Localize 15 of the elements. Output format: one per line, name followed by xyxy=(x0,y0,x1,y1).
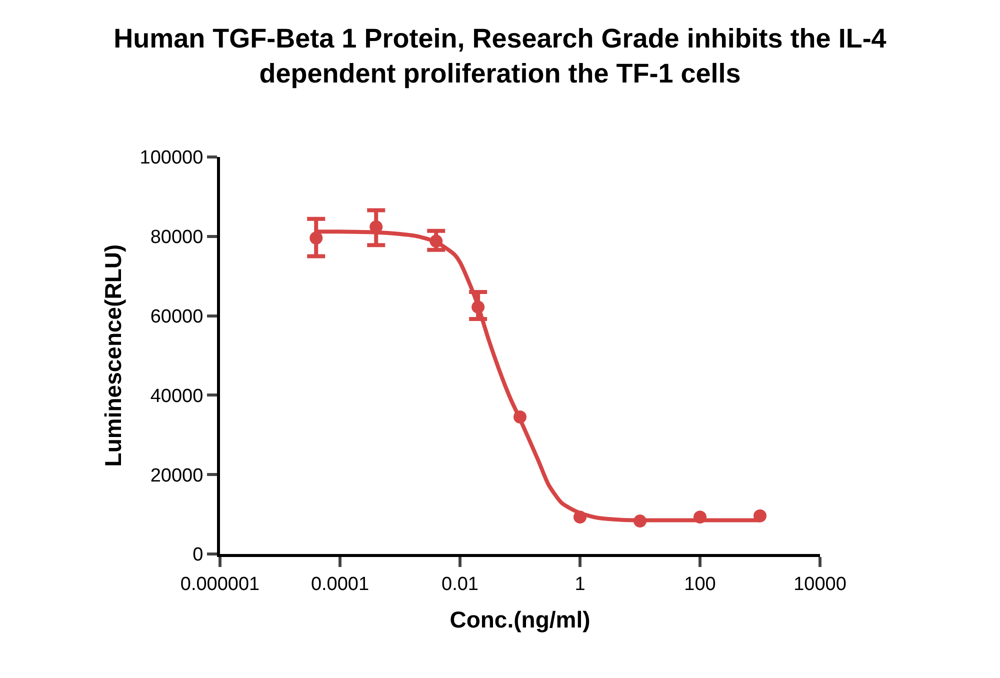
y-tick-label: 80000 xyxy=(150,227,204,248)
x-tick-label: 100 xyxy=(684,574,716,595)
y-tick-label: 40000 xyxy=(150,386,204,407)
x-tick-label: 0.000001 xyxy=(180,574,260,595)
chart-title: Human TGF-Beta 1 Protein, Research Grade inhibits the IL-4 dependent proliferation the TF-1 cells xyxy=(114,23,886,89)
y-tick-label: 100000 xyxy=(140,148,204,169)
y-tick-label: 0 xyxy=(192,544,204,566)
y-tick-label: 60000 xyxy=(150,306,204,328)
y-tick-label: 20000 xyxy=(150,465,204,486)
y-axis-title: Luminescence(RLU) xyxy=(100,244,126,467)
x-tick-label: 10000 xyxy=(794,574,846,595)
x-tick-label: 0.0001 xyxy=(310,574,370,595)
x-tick-label: 1 xyxy=(574,574,586,595)
x-axis-title: Conc.(ng/ml) xyxy=(450,606,590,632)
x-tick-label: 0.01 xyxy=(442,574,478,595)
